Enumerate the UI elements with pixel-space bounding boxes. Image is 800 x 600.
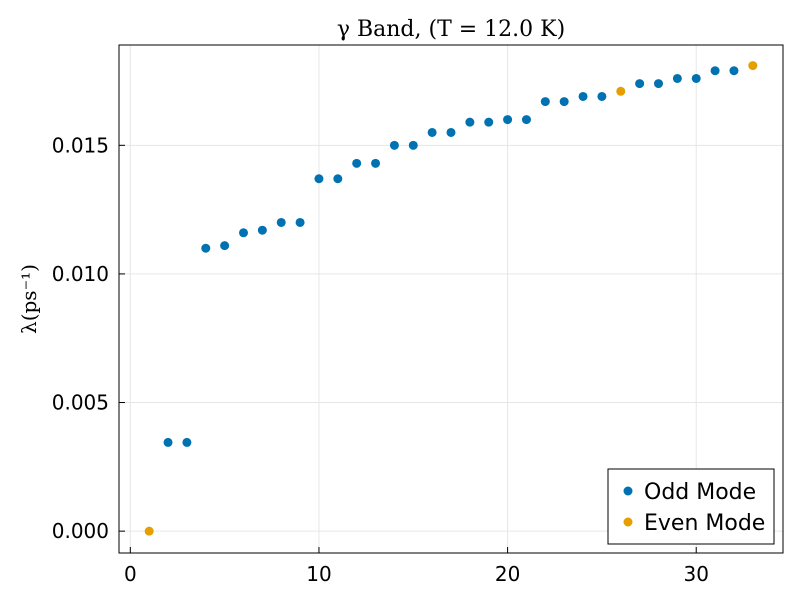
data-point: [239, 228, 248, 238]
data-point: [635, 79, 645, 89]
data-point: [672, 73, 682, 83]
x-tick-label: 20: [495, 562, 520, 586]
data-point: [257, 225, 267, 235]
data-point: [446, 127, 456, 137]
legend-marker: [623, 486, 633, 496]
y-tick-label: 0.010: [52, 262, 109, 286]
data-point: [691, 73, 701, 83]
y-axis-label: λ(ps⁻¹): [17, 264, 41, 334]
x-tick-label: 10: [306, 562, 331, 586]
data-point: [748, 61, 758, 71]
data-point: [276, 217, 286, 227]
data-point: [295, 217, 305, 227]
data-point: [333, 174, 343, 184]
data-points: [144, 61, 758, 536]
data-point: [710, 66, 720, 76]
legend-marker: [623, 517, 633, 527]
data-point: [465, 117, 475, 127]
axis-ticks: 0 10 20 30 0.000 0.005 0.010 0.015: [52, 133, 709, 586]
x-tick-label: 0: [124, 562, 137, 586]
data-point: [220, 241, 230, 251]
data-point: [352, 158, 362, 168]
data-point: [654, 79, 663, 89]
y-tick-label: 0.015: [52, 133, 109, 157]
data-point: [371, 158, 381, 168]
data-point: [729, 66, 739, 76]
data-point: [540, 97, 550, 107]
data-point: [427, 127, 437, 137]
legend: Odd Mode Even Mode: [607, 468, 775, 545]
chart-title: γ Band, (T = 12.0 K): [337, 17, 565, 42]
y-tick-label: 0.005: [52, 391, 109, 415]
data-point: [144, 526, 154, 536]
data-point: [182, 437, 192, 447]
legend-box: [607, 468, 775, 545]
y-tick-label: 0.000: [52, 519, 109, 543]
legend-label: Odd Mode: [644, 480, 756, 505]
data-point: [201, 243, 211, 253]
data-point: [484, 117, 494, 127]
data-point: [503, 115, 513, 125]
data-point: [163, 437, 173, 447]
grid: [119, 45, 783, 553]
data-point: [389, 140, 399, 150]
plot-frame: [118, 44, 784, 554]
data-point: [597, 91, 607, 101]
data-point: [521, 115, 531, 125]
data-point: [616, 86, 626, 96]
data-point: [408, 140, 418, 150]
legend-label: Even Mode: [644, 511, 765, 536]
data-point: [559, 97, 569, 107]
data-point: [578, 91, 588, 101]
data-point: [314, 174, 324, 184]
x-tick-label: 30: [684, 562, 709, 586]
